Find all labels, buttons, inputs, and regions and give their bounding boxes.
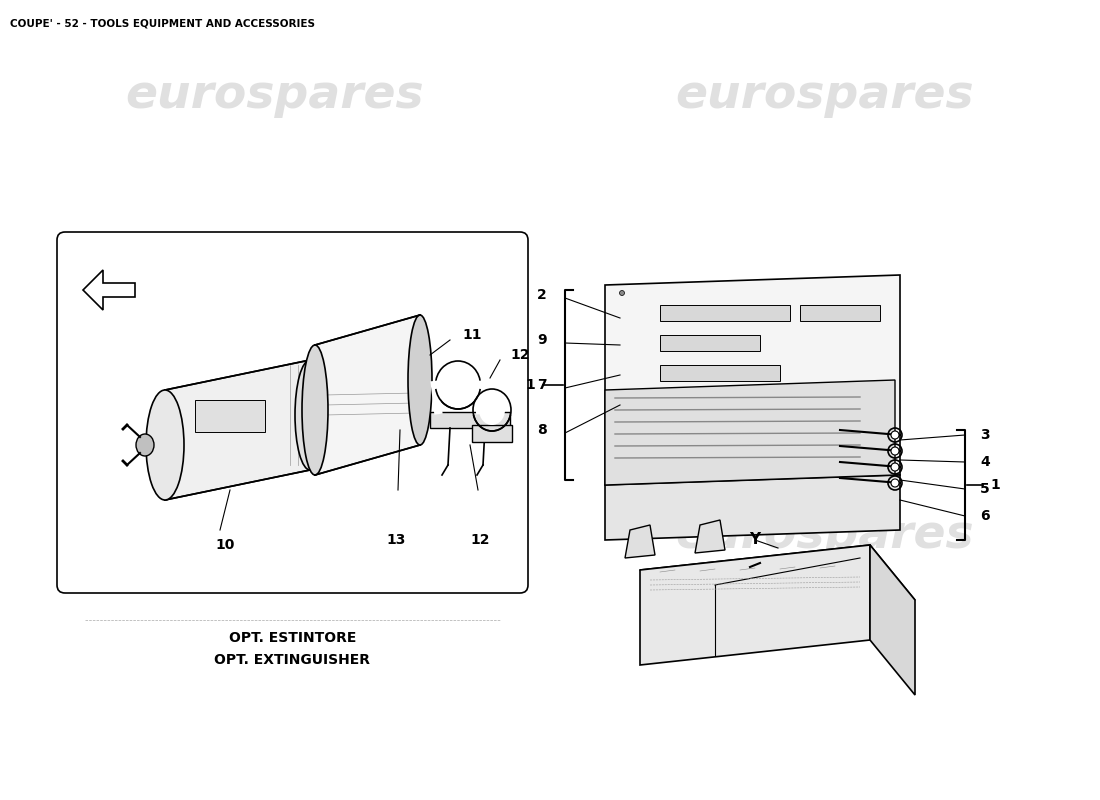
Text: eurospares: eurospares xyxy=(675,73,975,118)
Bar xyxy=(660,365,780,381)
Polygon shape xyxy=(625,525,654,558)
Polygon shape xyxy=(315,315,420,475)
Ellipse shape xyxy=(891,463,899,471)
Text: eurospares: eurospares xyxy=(125,73,425,118)
Text: 1: 1 xyxy=(526,378,535,392)
Ellipse shape xyxy=(146,390,184,500)
Bar xyxy=(660,335,760,351)
Text: Y: Y xyxy=(749,533,760,547)
Text: OPT. EXTINGUISHER: OPT. EXTINGUISHER xyxy=(214,653,371,667)
Text: 2: 2 xyxy=(537,288,547,302)
Ellipse shape xyxy=(442,367,474,402)
Text: eurospares: eurospares xyxy=(125,513,425,558)
Text: 12: 12 xyxy=(471,533,490,547)
Polygon shape xyxy=(472,425,512,442)
FancyBboxPatch shape xyxy=(57,232,528,593)
Text: 13: 13 xyxy=(386,533,406,547)
Text: 7: 7 xyxy=(538,378,547,392)
Ellipse shape xyxy=(891,479,899,487)
Ellipse shape xyxy=(891,447,899,455)
Bar xyxy=(660,305,790,321)
Polygon shape xyxy=(640,545,915,625)
Text: OPT. ESTINTORE: OPT. ESTINTORE xyxy=(229,631,356,645)
Ellipse shape xyxy=(295,360,324,470)
Text: 3: 3 xyxy=(980,428,990,442)
Text: 11: 11 xyxy=(462,328,482,342)
Text: 1: 1 xyxy=(990,478,1000,492)
Polygon shape xyxy=(870,545,915,695)
Polygon shape xyxy=(605,475,900,540)
Text: COUPE' - 52 - TOOLS EQUIPMENT AND ACCESSORIES: COUPE' - 52 - TOOLS EQUIPMENT AND ACCESS… xyxy=(10,18,315,28)
Ellipse shape xyxy=(478,395,505,425)
Text: 12: 12 xyxy=(510,348,529,362)
Text: 8: 8 xyxy=(537,423,547,437)
Bar xyxy=(195,400,265,432)
Ellipse shape xyxy=(302,345,328,475)
Polygon shape xyxy=(605,275,900,485)
Text: 6: 6 xyxy=(980,509,990,523)
Bar xyxy=(800,305,880,321)
Polygon shape xyxy=(695,520,725,553)
Text: 4: 4 xyxy=(980,455,990,469)
Ellipse shape xyxy=(408,315,432,445)
Ellipse shape xyxy=(619,290,625,295)
Ellipse shape xyxy=(136,434,154,456)
Polygon shape xyxy=(605,380,895,485)
Text: 5: 5 xyxy=(980,482,990,496)
Polygon shape xyxy=(640,545,870,665)
Ellipse shape xyxy=(891,431,899,439)
Polygon shape xyxy=(165,360,310,500)
Polygon shape xyxy=(430,412,510,428)
Text: eurospares: eurospares xyxy=(675,513,975,558)
Text: 10: 10 xyxy=(216,538,234,552)
Text: 9: 9 xyxy=(538,333,547,347)
